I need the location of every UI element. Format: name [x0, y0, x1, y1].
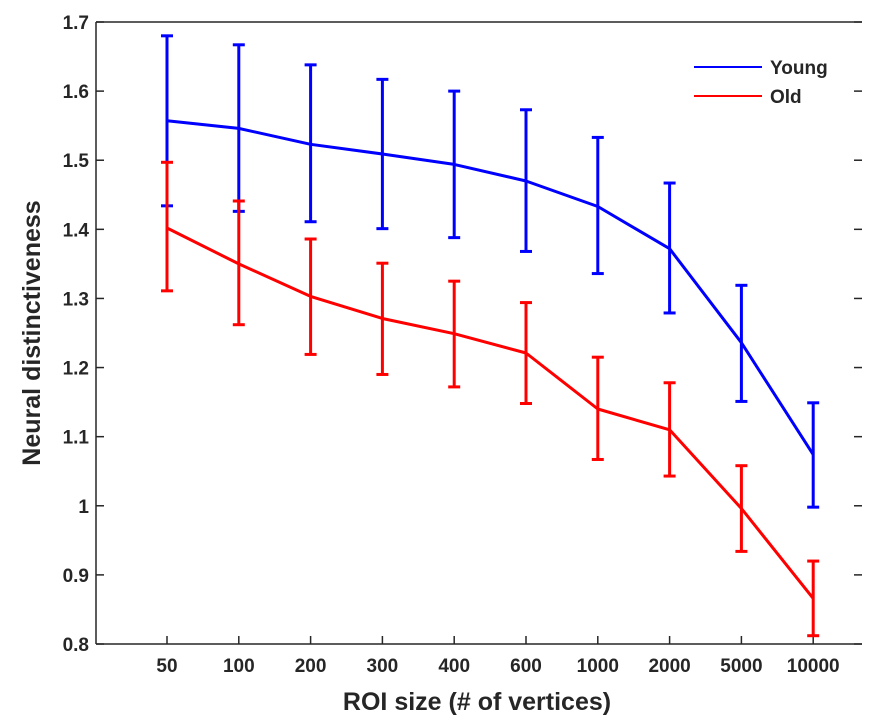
y-tick-label: 1.1 [63, 428, 90, 449]
legend: Young Old [694, 58, 828, 108]
y-tick-label: 0.9 [63, 566, 89, 587]
series-line-young [166, 119, 815, 456]
x-tick-label: 2000 [648, 656, 690, 677]
y-tick-label: 1.5 [63, 151, 90, 172]
y-tick-label: 1 [78, 497, 89, 518]
x-tick-label: 1000 [577, 656, 619, 677]
y-tick-label: 1.2 [63, 359, 89, 380]
y-tick-label: 1.3 [63, 289, 89, 310]
series-layer [161, 34, 820, 638]
y-tick-label: 1.6 [63, 82, 89, 103]
y-tick-label: 1.7 [63, 13, 89, 34]
y-tick-label: 0.8 [63, 635, 89, 656]
legend-label-old: Old [770, 87, 802, 108]
x-tick-label: 200 [295, 656, 327, 677]
x-axis-label: ROI size (# of vertices) [343, 688, 611, 716]
x-tick-label: 10000 [787, 656, 840, 677]
x-tick-label: 300 [367, 656, 399, 677]
series-old [161, 160, 820, 638]
series-line-old [166, 226, 815, 600]
x-tick-label: 100 [223, 656, 255, 677]
x-ticks: 50 100 200 300 400 600 1000 2000 5000 10000 [156, 636, 840, 677]
x-tick-label: 400 [438, 656, 470, 677]
legend-label-young: Young [770, 58, 828, 79]
x-tick-label: 50 [156, 656, 177, 677]
y-axis-label: Neural distinctiveness [18, 200, 46, 465]
y-tick-label: 1.4 [63, 220, 90, 241]
y-ticks: 0.8 0.9 1 1.1 1.2 1.3 1.4 1.5 1.6 1.7 [63, 13, 862, 656]
x-tick-label: 5000 [720, 656, 762, 677]
x-tick-label: 600 [510, 656, 542, 677]
